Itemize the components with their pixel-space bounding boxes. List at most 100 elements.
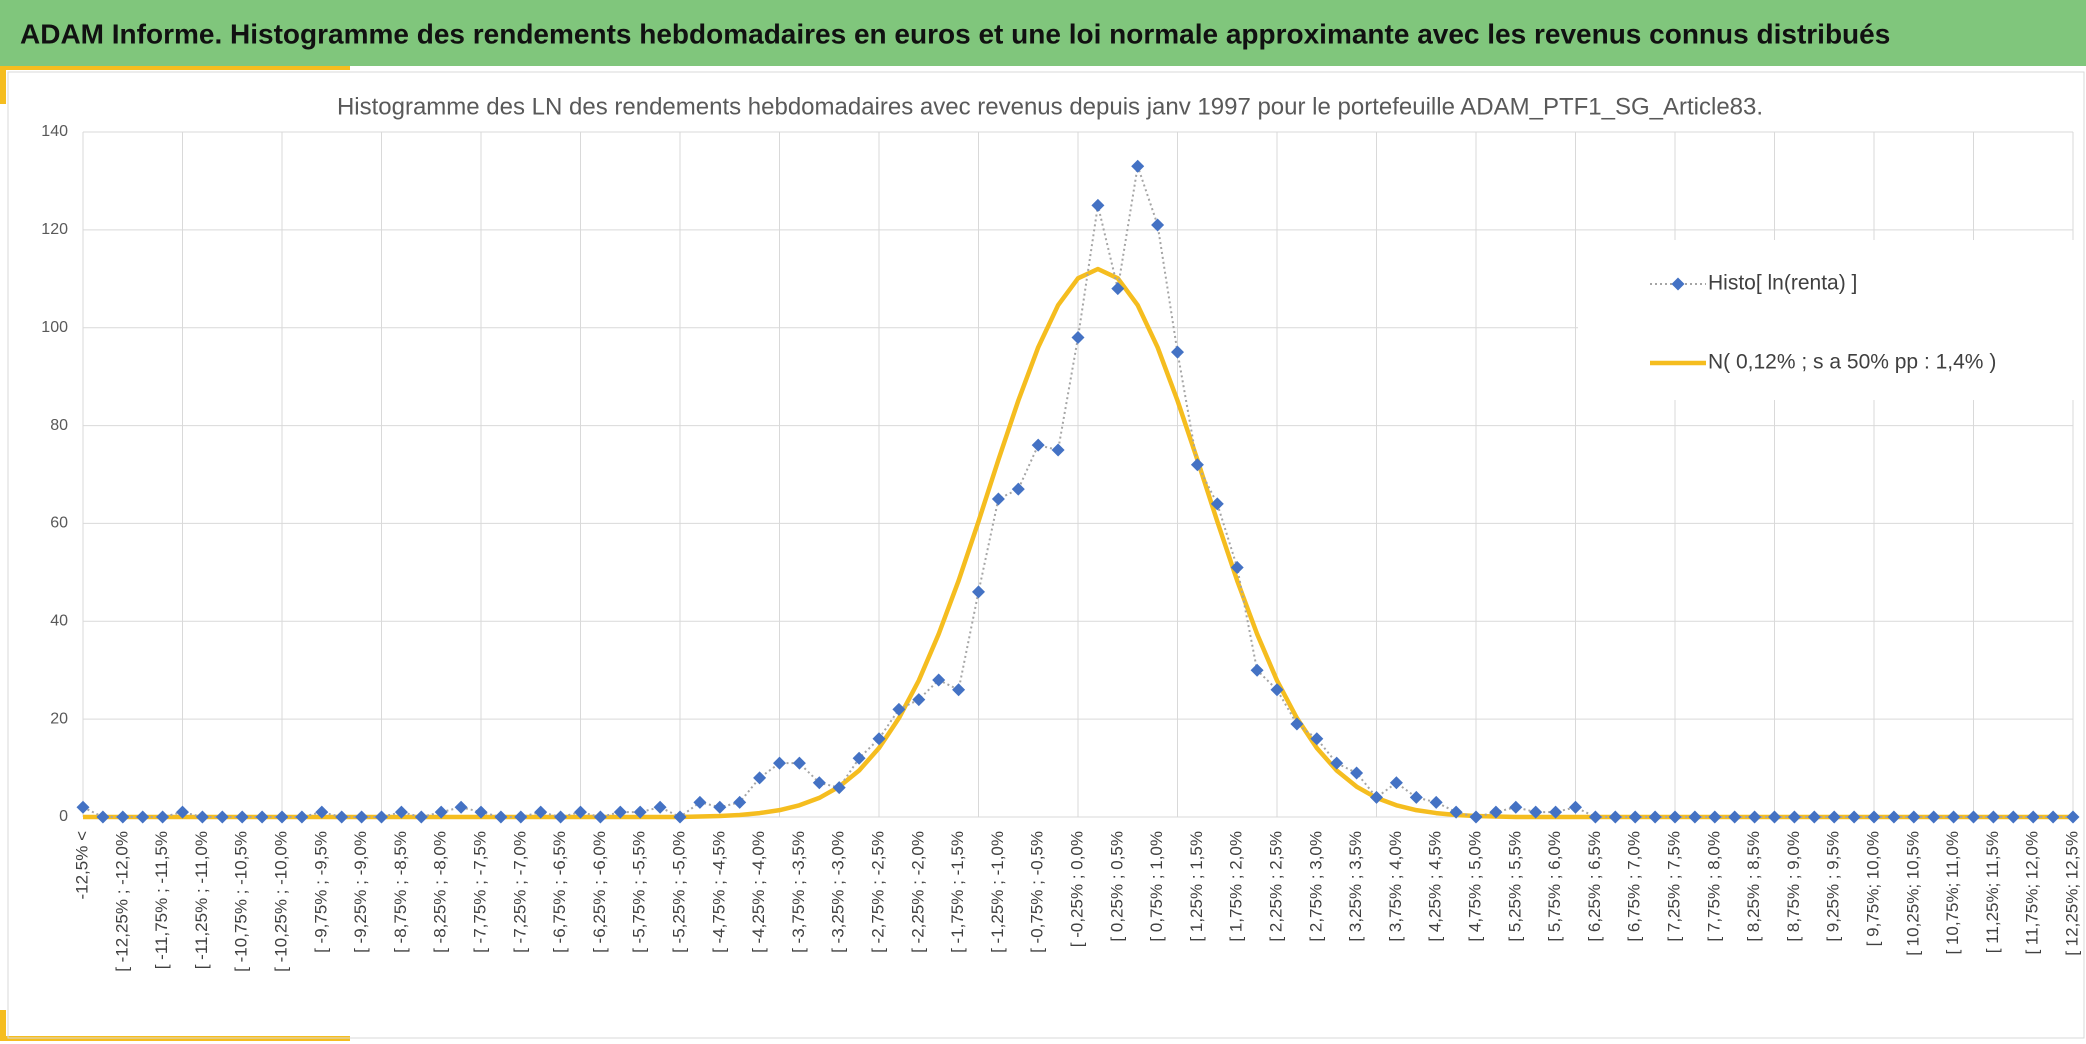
series-line [82, 165, 2073, 819]
marker [1867, 810, 1881, 824]
x-tick-label: [ -9,25% ; -9,0% [351, 831, 370, 953]
marker [733, 795, 747, 809]
y-tick-label: 40 [50, 613, 68, 630]
x-tick-label: [ 6,75% ; 7,0% [1625, 831, 1644, 942]
marker [1011, 482, 1025, 496]
marker [434, 805, 448, 819]
x-tick-label: [ 10,25%; 10,5% [1903, 831, 1922, 956]
accent [0, 66, 6, 104]
marker [1389, 776, 1403, 790]
x-tick-label: [ 0,25% ; 0,5% [1107, 831, 1126, 942]
marker [554, 810, 568, 824]
marker [454, 800, 468, 814]
marker [1588, 810, 1602, 824]
chart-title: Histogramme des LN des rendements hebdom… [337, 93, 1763, 120]
marker [2006, 810, 2020, 824]
x-tick-label: [ -2,75% ; -2,5% [868, 831, 887, 953]
legend-label: N( 0,12% ; s a 50% pp : 1,4% ) [1708, 351, 1996, 374]
marker [753, 771, 767, 785]
x-tick-label: [ -3,25% ; -3,0% [829, 831, 848, 953]
marker [1748, 810, 1762, 824]
x-tick-label: -12,5% < [72, 831, 91, 900]
marker [136, 810, 150, 824]
marker [1409, 790, 1423, 804]
marker [593, 810, 607, 824]
marker [255, 810, 269, 824]
marker [1330, 756, 1344, 770]
marker [1608, 810, 1622, 824]
marker [1350, 766, 1364, 780]
marker [1509, 800, 1523, 814]
x-tick-label: [ -1,25% ; -1,0% [988, 831, 1007, 953]
marker [1051, 443, 1065, 457]
marker [832, 781, 846, 795]
y-tick-label: 80 [50, 417, 68, 434]
x-tick-label: [ 11,75%; 12,0% [2023, 831, 2042, 955]
marker [1787, 810, 1801, 824]
x-tick-label: [ -11,75% ; -11,5% [152, 831, 171, 969]
marker [176, 805, 189, 819]
marker [872, 732, 886, 746]
marker [912, 693, 926, 707]
marker [1310, 732, 1324, 746]
x-tick-label: [ 2,25% ; 2,5% [1266, 831, 1285, 942]
marker [215, 810, 229, 824]
x-tick-label: [ 6,25% ; 6,5% [1585, 831, 1604, 942]
x-tick-label: [ -10,75% ; -10,5% [232, 831, 251, 972]
marker [375, 810, 388, 824]
y-tick-label: 20 [50, 710, 68, 727]
x-tick-label: [ 8,75% ; 9,0% [1784, 831, 1803, 942]
marker [1688, 810, 1702, 824]
x-tick-label: [ -7,25% ; -7,0% [510, 831, 529, 953]
accent [0, 66, 350, 70]
marker [1907, 810, 1921, 824]
marker [1728, 810, 1742, 824]
marker [1927, 810, 1941, 824]
marker [474, 805, 488, 819]
marker [1628, 810, 1642, 824]
marker [1131, 159, 1145, 173]
x-tick-label: [ -10,25% ; -10,0% [271, 831, 290, 972]
x-tick-label: [ -4,75% ; -4,5% [709, 831, 728, 953]
marker [235, 810, 249, 824]
marker [1230, 560, 1244, 574]
marker [1549, 805, 1563, 819]
y-tick-label: 60 [50, 515, 68, 532]
marker [394, 805, 408, 819]
marker [1370, 790, 1383, 804]
marker [1469, 810, 1483, 824]
marker [514, 810, 528, 824]
x-tick-label: [ -1,75% ; -1,5% [948, 831, 967, 953]
marker [1967, 810, 1980, 824]
y-tick-label: 100 [41, 319, 68, 336]
x-tick-label: [ 7,75% ; 8,0% [1704, 831, 1723, 942]
marker [1847, 810, 1861, 824]
marker [952, 683, 966, 697]
x-tick-label: [ 4,75% ; 5,0% [1465, 831, 1484, 942]
x-tick-label: [ 9,75%; 10,0% [1863, 831, 1882, 946]
marker [2046, 810, 2060, 824]
marker [1091, 198, 1105, 212]
marker [1290, 717, 1304, 731]
x-tick-label: [ 1,25% ; 1,5% [1187, 831, 1206, 942]
x-tick-label: [ 11,25%; 11,5% [1983, 831, 2002, 953]
marker [1708, 810, 1722, 824]
marker [275, 810, 289, 824]
header-title: ADAM Informe. Histogramme des rendements… [20, 18, 1890, 49]
x-tick-label: [ -2,25% ; -2,0% [908, 831, 927, 953]
x-tick-label: [ 3,25% ; 3,5% [1346, 831, 1365, 942]
x-tick-label: [ -3,75% ; -3,5% [789, 831, 808, 953]
marker [1071, 331, 1085, 344]
legend-box [1578, 240, 2078, 400]
marker [1827, 810, 1841, 824]
marker [1668, 810, 1682, 824]
marker [2026, 810, 2040, 824]
x-tick-label: [ 3,75% ; 4,0% [1386, 831, 1405, 942]
marker [315, 805, 329, 819]
x-tick-label: [ 2,75% ; 3,0% [1306, 831, 1325, 942]
marker [1529, 805, 1543, 819]
x-tick-label: [ 1,75% ; 2,0% [1227, 831, 1246, 942]
marker [96, 810, 110, 824]
